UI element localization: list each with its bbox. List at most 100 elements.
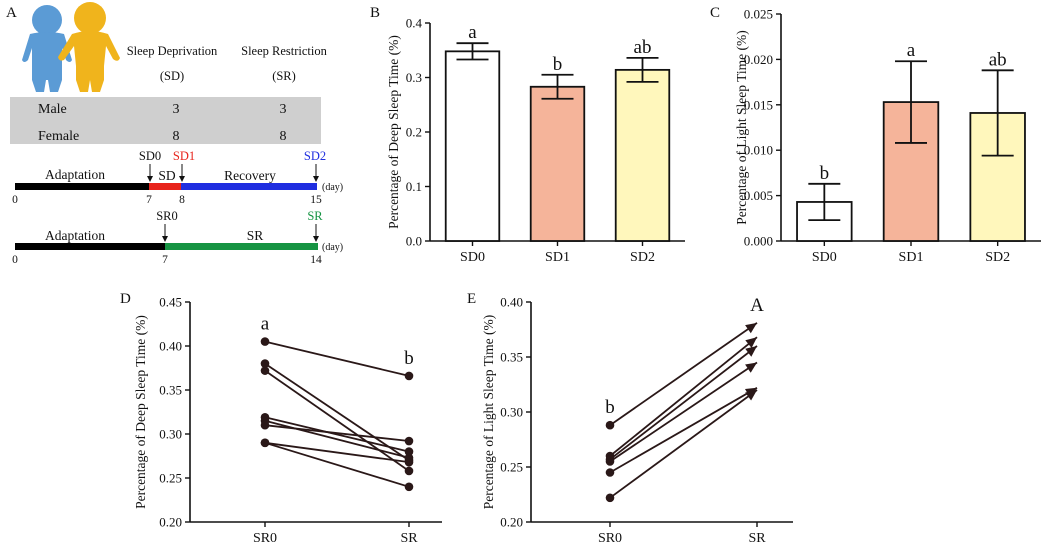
panel-label-d: D [120, 291, 131, 307]
chart-d-significance-label: a [261, 314, 270, 335]
chart-d-subject-line-8 [264, 441, 410, 488]
chart-e-subject-line-4 [609, 361, 758, 463]
light-sleep-sd-bar-chart: 0.000 0.005 0.010 0.015 0.020 0.025 Percentage… [734, 7, 1041, 265]
chart-e-point-sr0 [605, 493, 615, 503]
sd-segment-label: SD [158, 168, 176, 183]
chart-b-x-tick-label: SD2 [630, 250, 655, 265]
marker-sr: SR [307, 209, 323, 223]
sd2-arrowhead [313, 176, 319, 182]
panel-label-e: E [467, 291, 476, 307]
marker-sd2: SD2 [304, 149, 326, 163]
panel-label-b: B [370, 5, 380, 21]
panel-label-c: C [710, 5, 720, 21]
chart-d-point-sr [404, 457, 414, 467]
chart-d-significance-label: b [404, 348, 414, 369]
chart-e-subject-line-5 [609, 387, 758, 474]
light-sleep-sr-line-chart: 0.20 0.25 0.30 0.35 0.40 Percentage of Light … [481, 295, 793, 546]
subject-table-background [10, 97, 321, 144]
chart-c-x-tick-label: SD1 [899, 250, 924, 265]
chart-d-y-tick-label: 0.20 [159, 515, 182, 530]
sd-tick-7: 7 [146, 194, 152, 206]
panel-a: A Sleep Deprivation (SD) Sleep Restricti… [6, 2, 343, 266]
panel-label-a: A [6, 5, 17, 21]
marker-sr0: SR0 [156, 209, 178, 223]
sr-restriction-bar [165, 243, 318, 250]
chart-e-point-sr0 [605, 420, 615, 430]
chart-c-significance-label: a [907, 40, 916, 61]
deep-sleep-sd-bar-chart: 0.0 0.1 0.2 0.3 0.4 Percentage of Deep Sleep … [386, 16, 685, 265]
chart-c-significance-label: ab [989, 49, 1007, 70]
chart-d-x-tick-label: SR0 [253, 531, 277, 546]
deep-sleep-sr-line-chart: 0.20 0.25 0.30 0.35 0.40 0.45 Percentage of De… [133, 295, 442, 546]
chart-d-point-sr [404, 447, 414, 456]
sd-adaptation-bar [15, 183, 149, 190]
female-sd-count: 8 [173, 129, 180, 144]
chart-e-subject-line-3 [609, 345, 758, 461]
chart-e-significance-label: A [750, 295, 764, 316]
chart-b-significance-label: a [468, 22, 477, 43]
chart-c-significance-label: b [820, 163, 830, 184]
chart-d-y-tick-label: 0.30 [159, 427, 182, 442]
chart-c-x-tick-label: SD2 [985, 250, 1010, 265]
chart-d-subject-line-4 [264, 416, 410, 453]
chart-c-y-tick-label: 0.015 [744, 97, 773, 112]
chart-d-x-tick-label: SR [400, 531, 418, 546]
sr-day-unit: (day) [322, 242, 343, 253]
male-sr-count: 3 [280, 102, 287, 117]
chart-d-subject-line-1 [264, 340, 410, 377]
chart-d-subject-line-2 [264, 362, 410, 462]
chart-d-point-sr [404, 482, 414, 492]
chart-d-y-tick-label: 0.25 [159, 471, 182, 486]
sr-segment-label: SR [247, 228, 264, 243]
sr0-arrowhead [162, 236, 168, 242]
chart-e-subject-line-6 [609, 389, 758, 499]
sd-tick-15: 15 [310, 194, 322, 206]
female-figure-icon [58, 2, 120, 92]
chart-b-y-axis-label: Percentage of Deep Sleep Time (%) [386, 35, 401, 229]
chart-e-arrowhead-6 [745, 390, 757, 401]
sr-column-abbrev: (SR) [272, 69, 296, 83]
sd-column-abbrev: (SD) [160, 69, 184, 83]
sd-tick-8: 8 [179, 194, 185, 206]
sr-arrowhead [313, 236, 319, 242]
sd-deprivation-bar [149, 183, 181, 190]
chart-b-x-tick-label: SD1 [545, 250, 570, 265]
sd-tick-0: 0 [12, 194, 18, 206]
chart-e-x-tick-label: SR [748, 531, 766, 546]
chart-e-arrowhead-4 [745, 362, 757, 373]
chart-e-arrowhead-1 [745, 322, 757, 334]
chart-e-arrowhead-3 [745, 346, 757, 357]
male-sd-count: 3 [173, 102, 180, 117]
chart-e-y-tick-label: 0.25 [500, 460, 523, 475]
chart-d-point-sr0 [260, 366, 270, 375]
chart-d-subject-line-3 [264, 369, 410, 472]
male-figure-icon [22, 5, 72, 92]
chart-e-point-sr0 [605, 457, 615, 466]
chart-d-point-sr0 [260, 420, 270, 430]
chart-b-x-tick-label: SD0 [460, 250, 485, 265]
sr-tick-7: 7 [162, 254, 168, 266]
sd-recovery-bar [181, 183, 317, 190]
chart-b-y-tick-label: 0.3 [406, 70, 422, 85]
chart-c-y-tick-label: 0.025 [744, 7, 773, 22]
chart-b-y-tick-label: 0.2 [406, 125, 422, 140]
chart-d-point-sr0 [260, 337, 270, 346]
chart-c-x-tick-label: SD0 [812, 250, 837, 265]
marker-sd1: SD1 [173, 149, 195, 163]
chart-e-significance-label: b [605, 397, 615, 418]
chart-d-y-tick-label: 0.45 [159, 295, 182, 310]
chart-d-subject-line-6 [264, 424, 410, 442]
sd0-arrowhead [147, 176, 153, 182]
sr-timeline: Adaptation SR SR0 SR 0 7 14 (day) [12, 209, 343, 266]
chart-e-y-tick-label: 0.40 [500, 295, 523, 310]
chart-c-y-tick-label: 0.010 [744, 143, 773, 158]
sr-adaptation-label: Adaptation [45, 228, 105, 243]
chart-b-y-tick-label: 0.0 [406, 234, 422, 249]
sd-adaptation-label: Adaptation [45, 167, 105, 182]
chart-b-y-tick-label: 0.4 [406, 16, 423, 31]
sd-day-unit: (day) [322, 182, 343, 193]
female-sr-count: 8 [280, 129, 287, 144]
row-label-female: Female [38, 129, 79, 144]
sr-adaptation-bar [15, 243, 165, 250]
